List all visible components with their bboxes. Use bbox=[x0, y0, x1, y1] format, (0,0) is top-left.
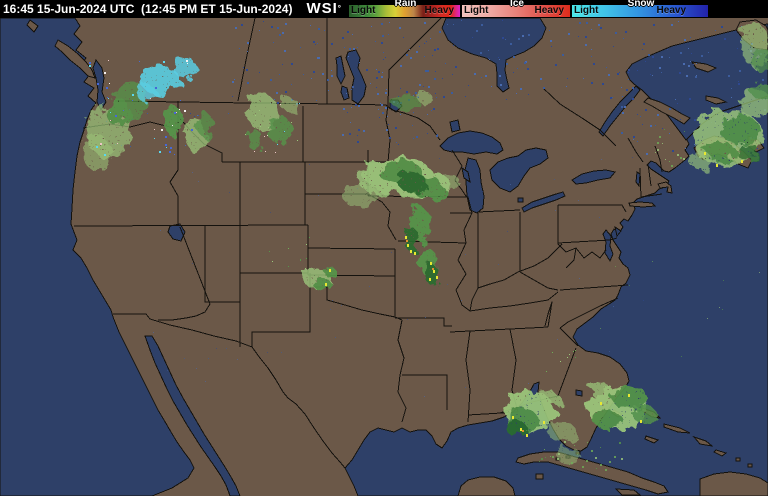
prince-edward-island bbox=[705, 95, 728, 105]
precip-upper-midwest bbox=[342, 157, 460, 285]
ocean-layer bbox=[0, 17, 768, 496]
lake-ontario bbox=[571, 169, 616, 185]
legend-rain-heavy-label: Heavy bbox=[424, 5, 454, 16]
lake-st-clair bbox=[517, 197, 524, 203]
vancouver-island bbox=[54, 39, 96, 79]
status-bar: 16:45 15-Jun-2024 UTC (12:45 PM ET 15-Ju… bbox=[0, 0, 768, 18]
legend-rain-gradient bbox=[349, 5, 460, 17]
haida-gwaii bbox=[26, 19, 39, 33]
legend-snow: Snow Light Heavy bbox=[572, 0, 710, 18]
legend-ice-heavy-label: Heavy bbox=[534, 5, 564, 16]
hispaniola bbox=[699, 471, 768, 496]
legend-ice-light-label: Light bbox=[464, 5, 489, 16]
degree-mark: ° bbox=[337, 4, 341, 13]
legend-snow-light-label: Light bbox=[574, 5, 599, 16]
delaware-bay bbox=[614, 225, 622, 238]
precip-legend: Rain Light Heavy Ice Light Heavy Snow Li… bbox=[349, 0, 768, 18]
legend-ice-title: Ice bbox=[510, 0, 524, 9]
gulf-of-california bbox=[144, 335, 241, 496]
cape-cod bbox=[657, 181, 673, 194]
jamaica bbox=[614, 488, 642, 496]
anticosti-island bbox=[690, 61, 718, 73]
lake-champlain bbox=[635, 171, 641, 188]
long-island bbox=[628, 201, 657, 208]
lake-winnipegosis bbox=[335, 55, 346, 86]
timestamp-text: 16:45 15-Jun-2024 UTC (12:45 PM ET 15-Ju… bbox=[3, 2, 293, 16]
lake-superior bbox=[439, 130, 504, 155]
lake-okeechobee bbox=[575, 389, 583, 397]
legend-rain: Rain Light Heavy bbox=[349, 0, 462, 18]
precip-maritimes bbox=[688, 23, 768, 169]
wsi-logo: WSI° bbox=[306, 0, 341, 17]
legend-snow-gradient bbox=[572, 5, 708, 17]
intense-cells-layer bbox=[89, 60, 760, 471]
lake-michigan bbox=[464, 157, 485, 214]
precip-montana bbox=[246, 94, 298, 150]
legend-rain-title: Rain bbox=[394, 0, 417, 9]
lake-huron bbox=[489, 147, 549, 193]
hudson-bay bbox=[441, 17, 547, 93]
lake-winnipeg bbox=[345, 49, 367, 105]
legend-snow-title: Snow bbox=[627, 0, 655, 9]
precip-bahamas-atlantic bbox=[588, 382, 657, 430]
us-mexico-border bbox=[113, 313, 346, 469]
legend-ice-gradient bbox=[462, 5, 570, 17]
legend-snow-heavy-label: Heavy bbox=[656, 5, 686, 16]
gaspe-peninsula bbox=[643, 97, 691, 125]
us-canada-border bbox=[114, 100, 441, 141]
lake-nipigon bbox=[449, 119, 461, 133]
green-bay bbox=[461, 166, 471, 184]
legend-ice: Ice Light Heavy bbox=[462, 0, 572, 18]
lake-manitoba bbox=[340, 85, 350, 101]
precipitation-layer bbox=[82, 23, 768, 463]
precip-northern-minnesota bbox=[391, 93, 433, 110]
isle-of-youth bbox=[535, 473, 544, 480]
legend-rain-light-label: Light bbox=[351, 5, 376, 16]
precip-pacific-northwest bbox=[82, 58, 213, 170]
lake-erie bbox=[521, 191, 566, 213]
yucatan-peninsula bbox=[457, 476, 516, 496]
